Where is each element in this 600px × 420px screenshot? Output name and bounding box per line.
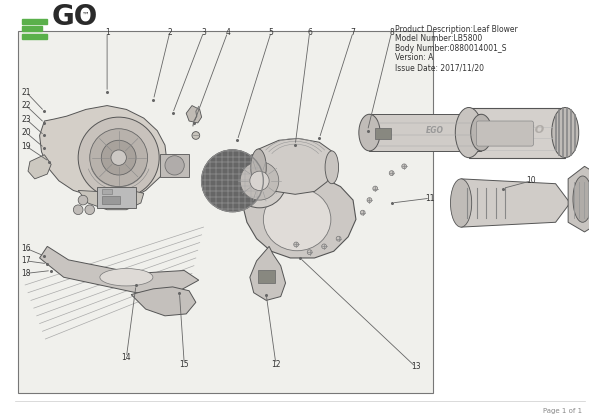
Text: EGO: EGO	[426, 126, 444, 135]
Ellipse shape	[455, 108, 482, 158]
Circle shape	[373, 186, 377, 191]
Circle shape	[389, 171, 394, 176]
Ellipse shape	[451, 179, 472, 227]
Polygon shape	[461, 179, 570, 227]
Text: 19: 19	[21, 142, 31, 151]
Bar	[469, 108, 565, 158]
Text: 21: 21	[22, 88, 31, 97]
Circle shape	[402, 164, 407, 169]
Text: Issue Date: 2017/11/20: Issue Date: 2017/11/20	[395, 63, 484, 72]
Polygon shape	[28, 155, 51, 179]
Text: 3: 3	[201, 28, 206, 37]
Text: 1: 1	[105, 28, 109, 37]
Circle shape	[101, 140, 136, 175]
Polygon shape	[40, 105, 167, 200]
Bar	[19, 32, 433, 393]
Text: 5: 5	[269, 28, 274, 37]
Text: 6: 6	[307, 28, 312, 37]
Circle shape	[192, 131, 200, 139]
Ellipse shape	[325, 151, 338, 184]
Polygon shape	[40, 247, 199, 293]
Text: Model Number:LB5800: Model Number:LB5800	[395, 34, 482, 43]
Polygon shape	[186, 105, 202, 123]
Bar	[22, 34, 47, 39]
Text: Page 1 of 1: Page 1 of 1	[542, 408, 581, 414]
Text: 12: 12	[271, 360, 281, 369]
Text: EGO: EGO	[518, 125, 545, 135]
Text: 18: 18	[22, 269, 31, 278]
Text: 11: 11	[425, 194, 435, 203]
Text: 14: 14	[122, 353, 131, 362]
Polygon shape	[250, 247, 286, 300]
Bar	[257, 270, 275, 283]
Text: 15: 15	[179, 360, 189, 369]
Text: 16: 16	[21, 244, 31, 253]
Text: 13: 13	[411, 362, 421, 371]
Text: Product Description:Leaf Blower: Product Description:Leaf Blower	[395, 24, 517, 34]
Bar	[97, 186, 136, 208]
Circle shape	[360, 210, 365, 215]
Ellipse shape	[552, 108, 579, 158]
Circle shape	[322, 244, 326, 249]
Circle shape	[78, 117, 159, 198]
Text: 4: 4	[225, 28, 230, 37]
Ellipse shape	[100, 268, 153, 286]
Text: 10: 10	[527, 176, 536, 185]
Bar	[102, 196, 119, 204]
Polygon shape	[242, 173, 356, 258]
Text: 8: 8	[389, 28, 394, 37]
Circle shape	[202, 150, 263, 212]
Circle shape	[111, 150, 127, 165]
Circle shape	[307, 250, 312, 255]
Circle shape	[73, 205, 83, 215]
Circle shape	[240, 162, 279, 200]
Bar	[102, 189, 112, 194]
Polygon shape	[131, 287, 196, 316]
Circle shape	[250, 171, 269, 190]
Circle shape	[165, 156, 184, 175]
Text: Body Number:0880014001_S: Body Number:0880014001_S	[395, 44, 506, 53]
Circle shape	[294, 242, 299, 247]
Ellipse shape	[471, 114, 492, 151]
Text: 2: 2	[167, 28, 172, 37]
Text: ™: ™	[82, 11, 89, 20]
Ellipse shape	[251, 149, 266, 186]
Bar	[22, 26, 41, 32]
Text: 22: 22	[22, 101, 31, 110]
Bar	[370, 114, 481, 151]
Ellipse shape	[263, 188, 331, 251]
Bar	[22, 19, 47, 24]
Polygon shape	[78, 190, 144, 210]
Circle shape	[336, 236, 341, 241]
Circle shape	[78, 195, 88, 205]
Text: 17: 17	[21, 256, 31, 265]
Bar	[160, 154, 189, 177]
Circle shape	[232, 154, 286, 208]
Circle shape	[85, 205, 95, 215]
Polygon shape	[257, 138, 333, 194]
Polygon shape	[568, 166, 597, 232]
Circle shape	[367, 198, 372, 202]
Ellipse shape	[573, 176, 592, 222]
FancyBboxPatch shape	[476, 121, 533, 146]
Ellipse shape	[359, 114, 380, 151]
Circle shape	[90, 129, 148, 186]
Bar	[375, 128, 391, 139]
Text: 7: 7	[350, 28, 355, 37]
Text: 23: 23	[21, 115, 31, 123]
Text: Version: A: Version: A	[395, 53, 433, 63]
Text: 20: 20	[21, 128, 31, 137]
Text: GO: GO	[51, 3, 97, 32]
